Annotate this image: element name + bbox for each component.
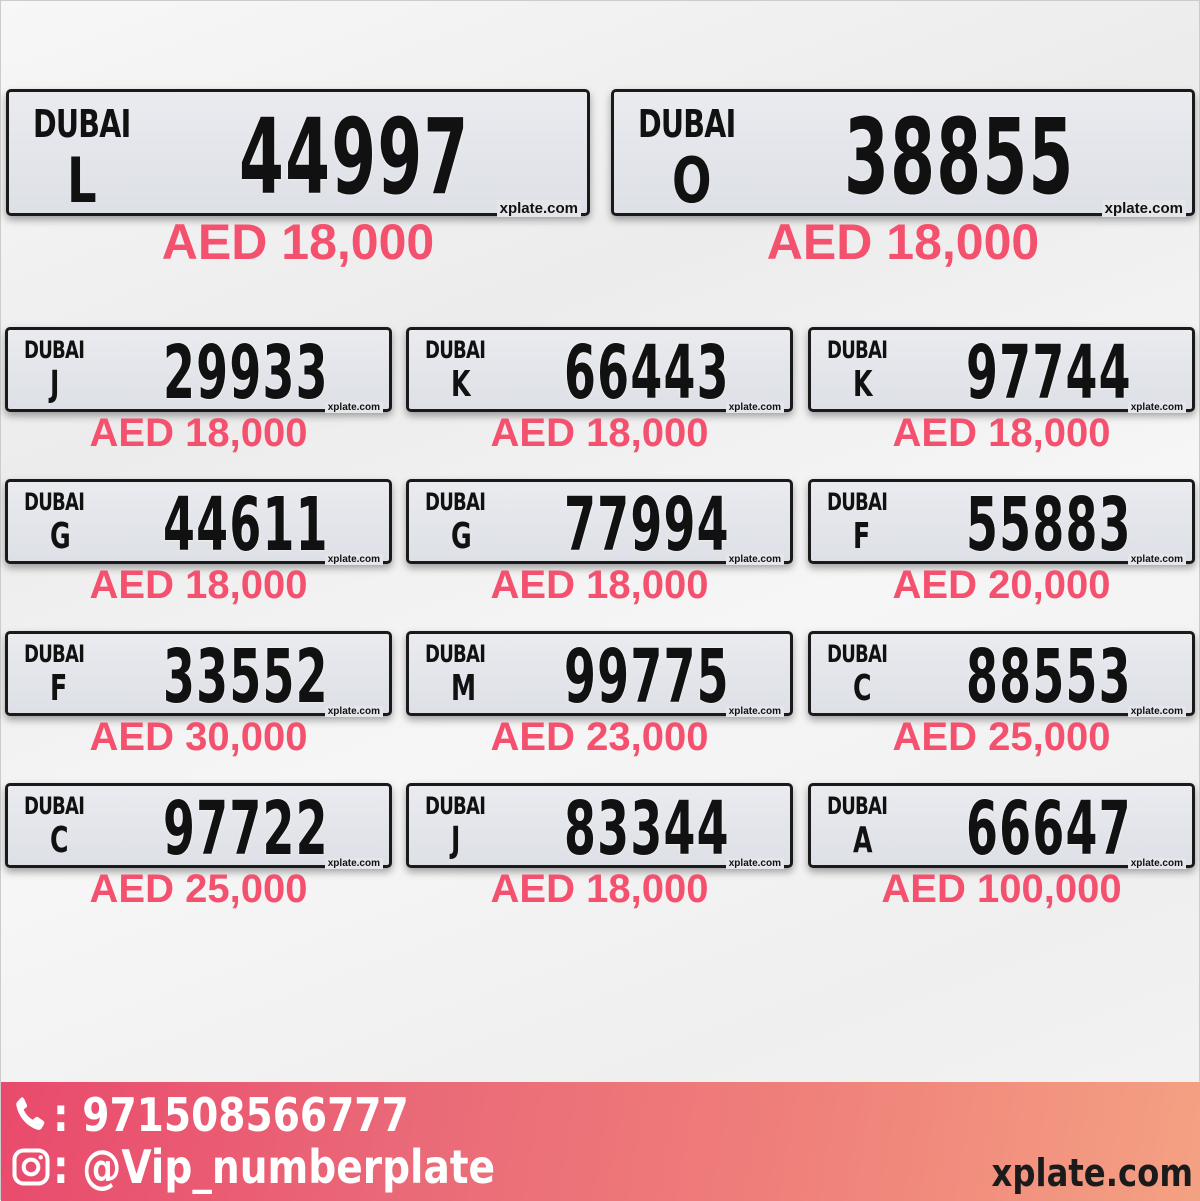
plate-number: 99775 <box>564 634 730 720</box>
emirate-label: DUBAI <box>24 792 85 820</box>
plate-watermark: xplate.com <box>725 554 784 565</box>
plate-code: K <box>853 364 873 405</box>
plate-price: AED 18,000 <box>490 563 709 607</box>
plate-code: G <box>451 516 472 557</box>
plate-watermark: xplate.com <box>324 402 383 413</box>
number-plate[interactable]: DUBAI F 33552 xplate.com <box>5 631 392 720</box>
plate-watermark: xplate.com <box>324 554 383 565</box>
phone-icon <box>16 1097 45 1130</box>
plate-watermark: xplate.com <box>324 706 383 717</box>
site-logo-text: xplate.com <box>991 1151 1193 1195</box>
plate-watermark: xplate.com <box>725 706 784 717</box>
plate-watermark: xplate.com <box>1127 402 1186 413</box>
instagram-icon <box>12 1148 50 1186</box>
plate-watermark: xplate.com <box>1127 706 1186 717</box>
plate-price: AED 18,000 <box>892 411 1111 455</box>
number-plate[interactable]: DUBAI L 44997 xplate.com <box>6 89 590 218</box>
emirate-label: DUBAI <box>638 102 736 146</box>
plate-number: 55883 <box>966 482 1132 568</box>
emirate-label: DUBAI <box>827 488 888 516</box>
plate-watermark: xplate.com <box>1127 554 1186 565</box>
emirate-label: DUBAI <box>24 336 85 364</box>
plate-watermark: xplate.com <box>496 200 581 217</box>
plate-code: C <box>853 668 872 709</box>
number-plate[interactable]: DUBAI C 97722 xplate.com <box>5 783 392 872</box>
emirate-label: DUBAI <box>24 640 85 668</box>
plate-code: K <box>451 364 471 405</box>
instagram-handle[interactable]: : @Vip_numberplate <box>53 1140 496 1194</box>
number-plate[interactable]: DUBAI K 97744 xplate.com <box>808 327 1195 416</box>
plate-number: 83344 <box>564 786 730 872</box>
plate-code: C <box>50 820 69 861</box>
plate-price: AED 18,000 <box>89 411 308 455</box>
plate-number: 44997 <box>239 96 470 218</box>
plate-number: 66443 <box>564 330 730 416</box>
plate-watermark: xplate.com <box>324 858 383 869</box>
phone-number[interactable]: : 971508566777 <box>53 1088 409 1142</box>
plate-number: 77994 <box>564 482 730 568</box>
plate-number: 88553 <box>966 634 1132 720</box>
plate-number: 44611 <box>163 482 329 568</box>
number-plate[interactable]: DUBAI A 66647 xplate.com <box>808 783 1195 872</box>
number-plate[interactable]: DUBAI M 99775 xplate.com <box>406 631 793 720</box>
number-plate[interactable]: DUBAI K 66443 xplate.com <box>406 327 793 416</box>
plate-price: AED 18,000 <box>161 214 435 270</box>
plate-watermark: xplate.com <box>725 402 784 413</box>
number-plate[interactable]: DUBAI J 83344 xplate.com <box>406 783 793 872</box>
plate-code: A <box>853 820 873 861</box>
plate-code: O <box>672 144 712 217</box>
instagram-row[interactable]: : @Vip_numberplate <box>9 1140 573 1194</box>
plate-code: J <box>50 364 60 405</box>
emirate-label: DUBAI <box>425 488 486 516</box>
contact-footer: : 971508566777 : @Vip_numberplate xplate… <box>1 1082 1200 1201</box>
plate-watermark: xplate.com <box>1127 858 1186 869</box>
emirate-label: DUBAI <box>827 640 888 668</box>
number-plate[interactable]: DUBAI C 88553 xplate.com <box>808 631 1195 720</box>
plate-price: AED 18,000 <box>490 867 709 911</box>
emirate-label: DUBAI <box>33 102 131 146</box>
plate-price: AED 18,000 <box>89 563 308 607</box>
plate-number: 66647 <box>966 786 1132 872</box>
phone-row[interactable]: : 971508566777 <box>9 1088 472 1142</box>
plate-code: J <box>451 820 461 861</box>
plate-code: L <box>67 144 97 217</box>
emirate-label: DUBAI <box>425 792 486 820</box>
emirate-label: DUBAI <box>24 488 85 516</box>
plate-number: 29933 <box>163 330 329 416</box>
plate-number: 33552 <box>163 634 329 720</box>
number-plate[interactable]: DUBAI F 55883 xplate.com <box>808 479 1195 568</box>
plate-code: G <box>50 516 71 557</box>
plate-price: AED 18,000 <box>490 411 709 455</box>
plate-watermark: xplate.com <box>1101 200 1186 217</box>
plate-code: F <box>50 668 68 709</box>
number-plate[interactable]: DUBAI J 29933 xplate.com <box>5 327 392 416</box>
plate-number: 97744 <box>966 330 1132 416</box>
emirate-label: DUBAI <box>425 640 486 668</box>
plate-price: AED 23,000 <box>490 715 709 759</box>
emirate-label: DUBAI <box>827 792 888 820</box>
emirate-label: DUBAI <box>827 336 888 364</box>
plate-number: 97722 <box>163 786 329 872</box>
plate-price: AED 100,000 <box>881 867 1122 911</box>
plate-price: AED 25,000 <box>89 867 308 911</box>
plate-code: F <box>853 516 871 557</box>
plate-price: AED 18,000 <box>766 214 1040 270</box>
number-plate[interactable]: DUBAI G 77994 xplate.com <box>406 479 793 568</box>
number-plate[interactable]: DUBAI O 38855 xplate.com <box>611 89 1195 218</box>
plate-price: AED 30,000 <box>89 715 308 759</box>
plate-code: M <box>451 668 477 709</box>
plate-price: AED 20,000 <box>892 563 1111 607</box>
number-plate[interactable]: DUBAI G 44611 xplate.com <box>5 479 392 568</box>
emirate-label: DUBAI <box>425 336 486 364</box>
plate-number: 38855 <box>844 96 1075 218</box>
plate-price: AED 25,000 <box>892 715 1111 759</box>
plate-watermark: xplate.com <box>725 858 784 869</box>
